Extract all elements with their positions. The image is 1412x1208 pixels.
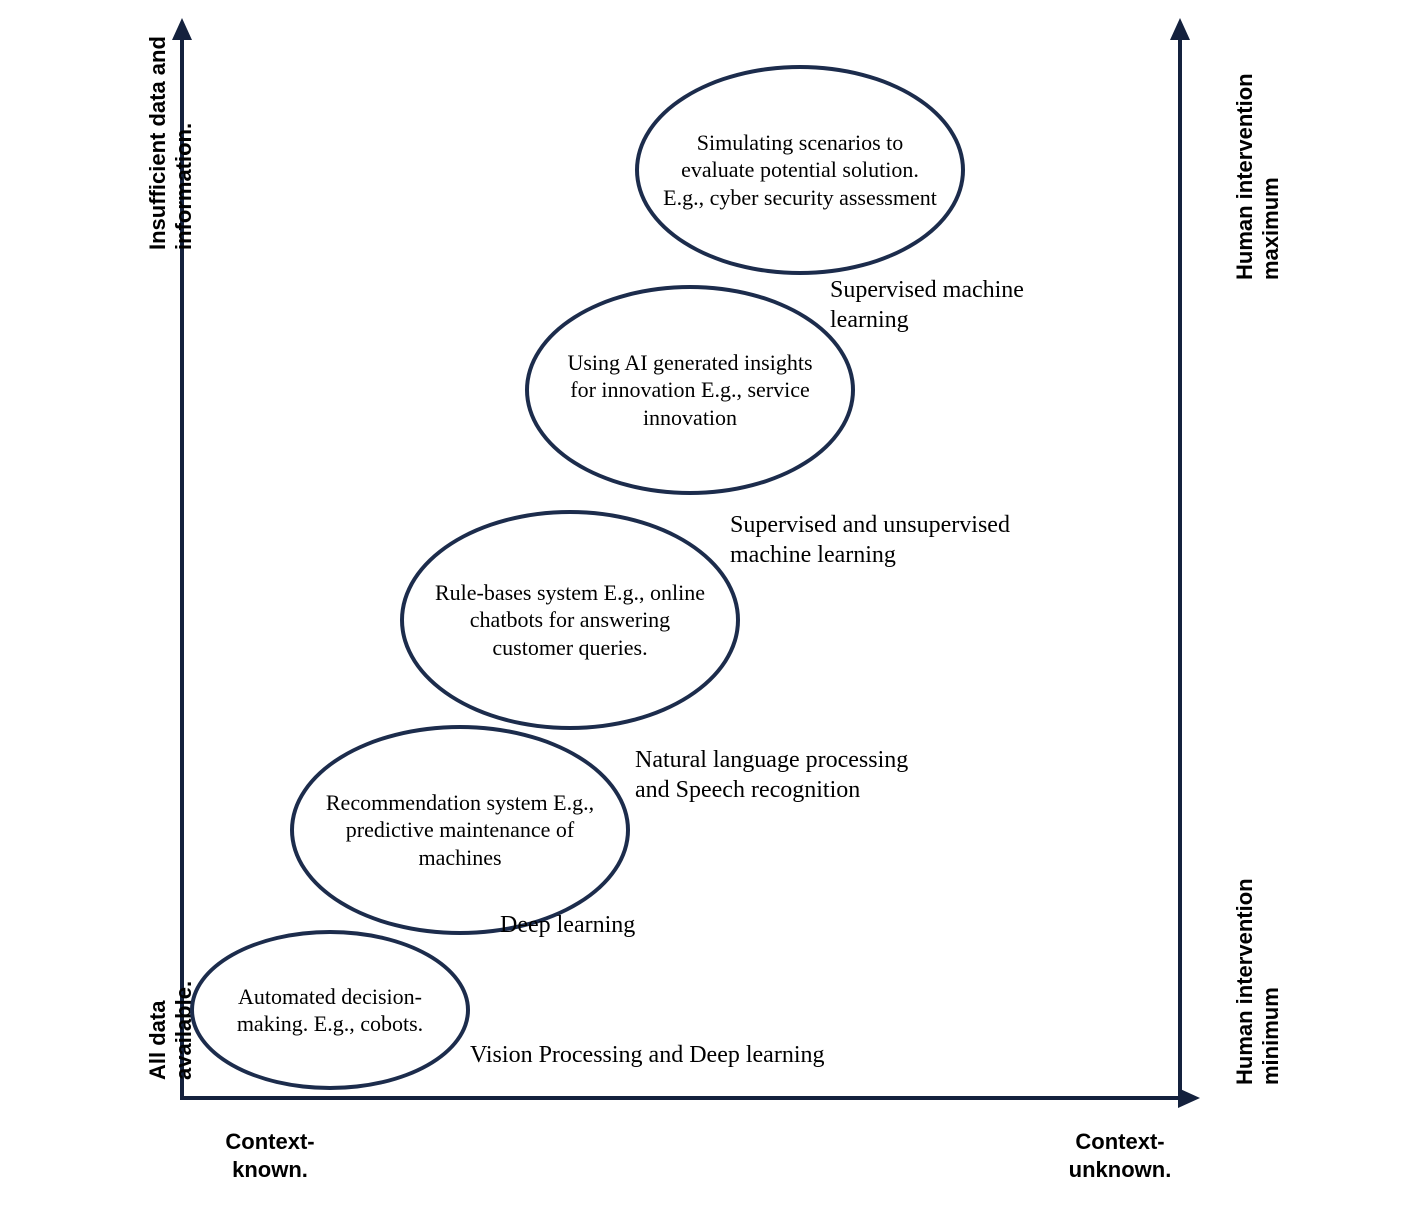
axis-label-right-bottom: Human intervention minimum	[1232, 825, 1285, 1085]
ellipse-text: Recommendation system E.g., predictive m…	[318, 789, 602, 872]
axis-label-bottom-left-text: Context-known.	[225, 1129, 314, 1182]
axis-label-right-top: Human intervention maximum	[1232, 20, 1285, 280]
axis-right	[1178, 38, 1182, 1098]
ellipse-simulating-scenarios: Simulating scenarios to evaluate potenti…	[635, 65, 965, 275]
annotation-nlp-speech: Natural language processing and Speech r…	[635, 745, 915, 805]
annotation-supervised-ml: Supervised machine learning	[830, 275, 1060, 335]
axis-label-bottom-left: Context-known.	[200, 1128, 340, 1183]
diagram-stage: Insufficient data and information. All d…	[0, 0, 1412, 1208]
axis-label-bottom-right: Context-unknown.	[1040, 1128, 1200, 1183]
axis-label-left-bottom: All data available.	[145, 920, 198, 1080]
ellipse-automated-decision-making: Automated decision-making. E.g., cobots.	[190, 930, 470, 1090]
ellipse-ai-insights: Using AI generated insights for innovati…	[525, 285, 855, 495]
ellipse-text: Rule-bases system E.g., online chatbots …	[428, 579, 712, 662]
axis-label-left-top: Insufficient data and information.	[145, 20, 198, 250]
annotation-vision-processing: Vision Processing and Deep learning	[470, 1040, 824, 1070]
ellipse-text: Simulating scenarios to evaluate potenti…	[663, 129, 937, 212]
ellipse-rule-based-system: Rule-bases system E.g., online chatbots …	[400, 510, 740, 730]
ellipse-recommendation-system: Recommendation system E.g., predictive m…	[290, 725, 630, 935]
axis-bottom-arrow	[1178, 1088, 1200, 1108]
axis-right-arrow	[1170, 18, 1190, 40]
axis-label-bottom-right-text: Context-unknown.	[1069, 1129, 1172, 1182]
annotation-deep-learning: Deep learning	[500, 910, 635, 940]
ellipse-text: Automated decision-making. E.g., cobots.	[218, 983, 442, 1038]
axis-bottom	[180, 1096, 1180, 1100]
annotation-supervised-unsupervised: Supervised and unsupervised machine lear…	[730, 510, 1010, 570]
ellipse-text: Using AI generated insights for innovati…	[553, 349, 827, 432]
